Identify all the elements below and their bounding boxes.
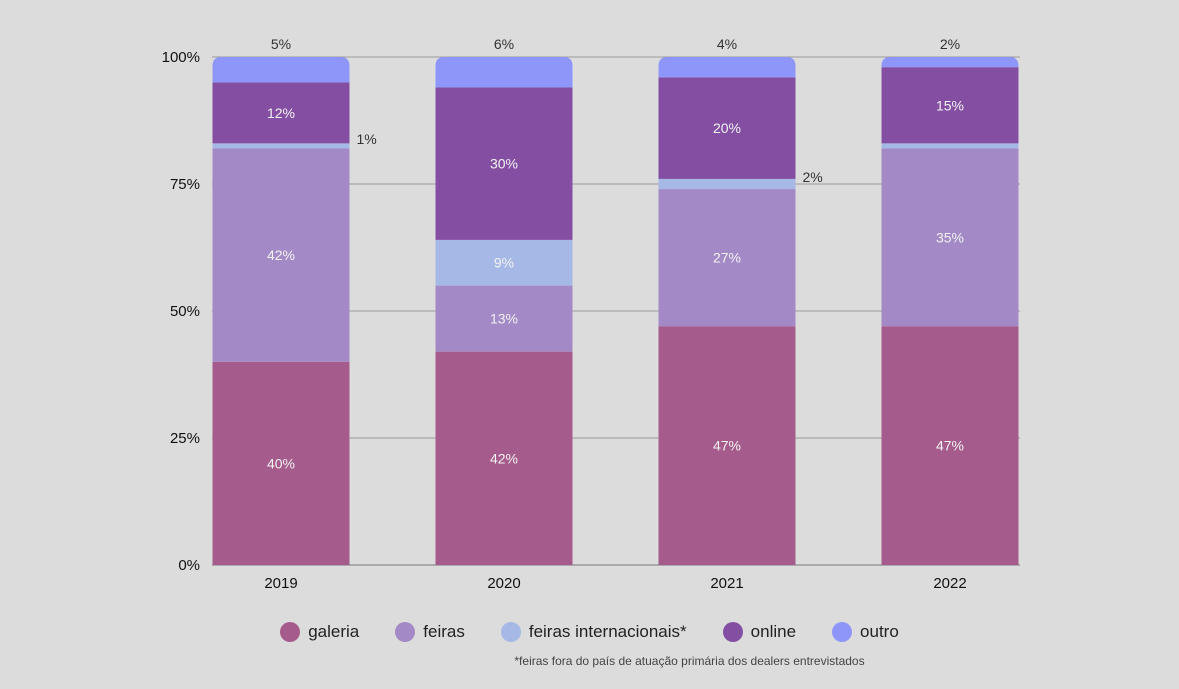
legend-item: outro [832,622,899,642]
bar-segment [212,82,350,144]
legend-swatch [280,622,301,642]
data-label: 12% [267,105,295,121]
bar-segment [881,57,1019,68]
data-label: 42% [267,247,295,263]
y-tick-label: 0% [178,557,200,574]
bar-segment [435,57,573,88]
bar-segment [881,67,1019,144]
bar-stack-2022 [881,57,1019,565]
bar-segment [658,77,796,179]
x-tick-label: 2022 [933,575,966,592]
bar-segment [435,239,573,286]
data-label: 42% [490,450,518,466]
legend-item: online [722,622,797,642]
data-label: 27% [713,250,741,266]
data-label: 30% [490,156,518,172]
data-label: 15% [936,97,964,113]
data-label: 40% [267,455,295,471]
legend-label: outro [860,622,899,641]
x-tick-label: 2020 [487,575,520,592]
data-label: 9% [494,255,514,271]
data-label: 13% [490,311,518,327]
legend-label: galeria [308,622,360,641]
footnote: *feiras fora do país de atuação primária… [514,654,865,668]
bar-segment [881,143,1019,149]
stacked-bar-chart: 0% 25% 50% 75% 100% 40% 42% 1% 12% 5% 2019 42% 13% 9%… [162,36,1020,592]
data-label: 2% [940,36,960,52]
bar-segment [658,178,796,190]
bar-segment [658,57,796,78]
data-label: 20% [713,120,741,136]
y-tick-label: 100% [162,49,200,66]
bar-stack-2021 [658,57,796,565]
data-label: 5% [271,36,291,52]
data-label: 4% [717,36,737,52]
legend: galeria feiras feiras internacionais* onlin… [0,622,1179,642]
y-tick-label: 50% [170,303,200,320]
legend-swatch [500,622,521,642]
bar-segment [212,361,350,565]
legend-swatch [395,622,416,642]
x-tick-label: 2021 [710,575,743,592]
legend-label: online [750,622,797,641]
legend-item: galeria [280,622,359,642]
data-label: 2% [803,169,823,185]
bar-segment [435,87,573,240]
bar-segment [881,148,1019,327]
legend-label: feiras internacionais* [528,622,687,641]
data-label: 1% [357,131,377,147]
bar-segment [435,285,573,352]
data-label: 47% [936,438,964,454]
legend-swatch [722,622,743,642]
data-label: 35% [936,229,964,245]
bar-stack-2020 [435,57,573,565]
bar-segment [435,351,573,565]
y-tick-label: 75% [170,176,200,193]
bar-segment [658,189,796,327]
bar-segment [212,148,350,362]
bar-segment [881,326,1019,565]
legend-label: feiras [423,622,465,641]
legend-swatch [832,622,853,642]
data-label: 47% [713,438,741,454]
legend-item: feiras internacionais* [500,622,687,642]
data-label: 6% [494,36,514,52]
y-tick-label: 25% [170,430,200,447]
bar-stack-2019 [212,57,350,565]
legend-item: feiras [395,622,465,642]
bar-segment [212,57,350,83]
bar-segment [658,326,796,565]
x-tick-label: 2019 [264,575,297,592]
bar-segment [212,143,350,149]
